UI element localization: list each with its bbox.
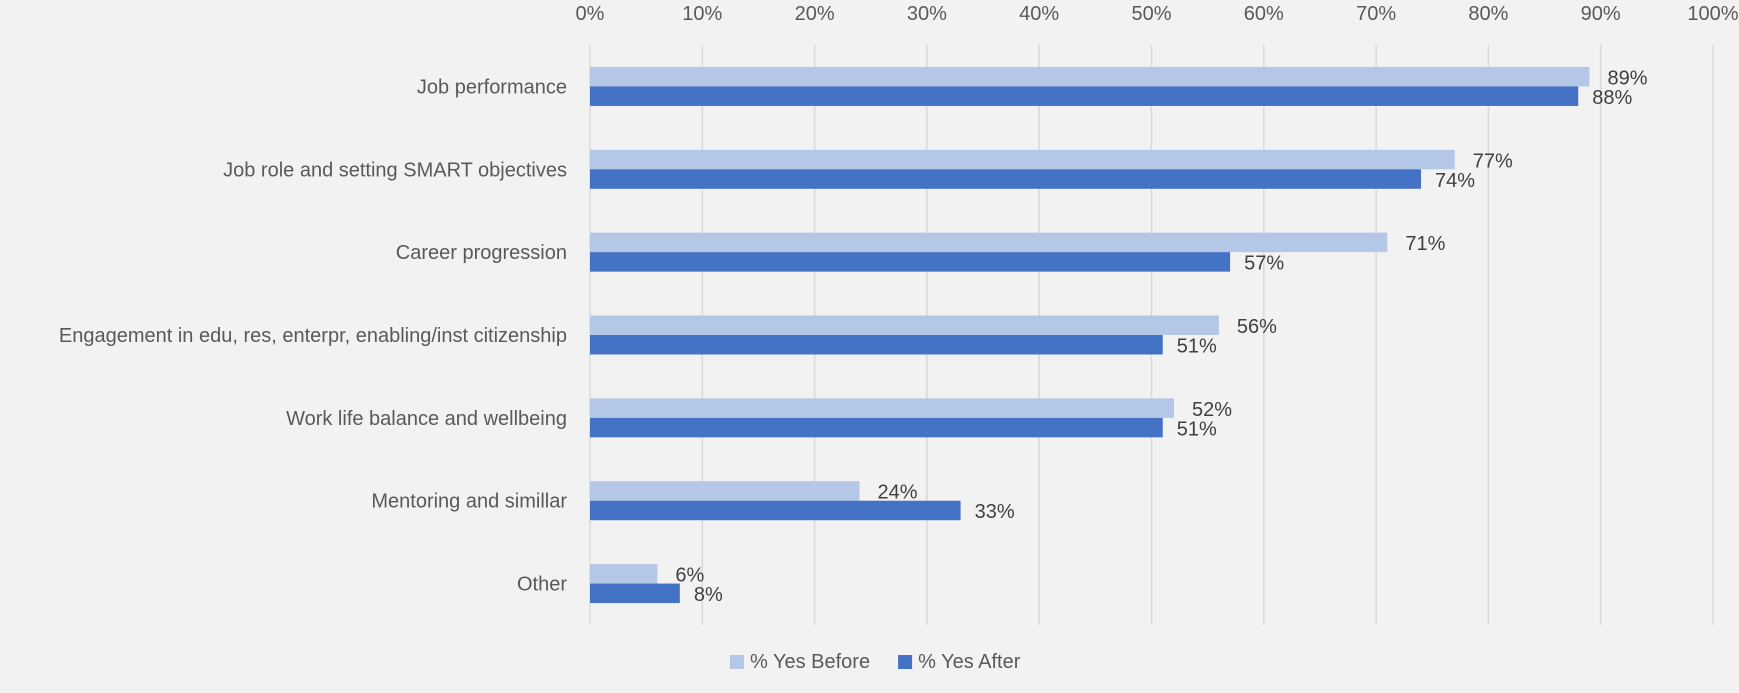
- data-label: 74%: [1435, 170, 1475, 192]
- data-label: 89%: [1607, 67, 1647, 89]
- x-tick-label: 10%: [682, 3, 722, 25]
- bar: [590, 232, 1388, 253]
- bar: [590, 583, 680, 604]
- bar: [590, 252, 1231, 272]
- category-label: Engagement in edu, res, enterpr, enablin…: [59, 325, 567, 347]
- data-label: 6%: [675, 565, 704, 587]
- bar: [590, 315, 1219, 335]
- bar: [590, 564, 658, 584]
- data-label: 8%: [694, 584, 723, 606]
- bar: [590, 398, 1174, 418]
- bar: [590, 66, 1590, 87]
- legend-swatch: [898, 655, 913, 669]
- x-tick-label: 20%: [795, 3, 835, 25]
- x-tick-label: 60%: [1244, 3, 1284, 25]
- data-label: 51%: [1177, 336, 1217, 358]
- legend-swatch: [730, 655, 744, 669]
- category-label: Work life balance and wellbeing: [286, 408, 567, 430]
- x-tick-label: 50%: [1131, 3, 1171, 25]
- data-label: 57%: [1244, 253, 1284, 275]
- x-tick-label: 70%: [1356, 3, 1396, 25]
- x-tick-label: 90%: [1581, 3, 1621, 25]
- bar: [590, 335, 1163, 355]
- category-label: Job role and setting SMART objectives: [223, 159, 567, 181]
- legend: % Yes Before % Yes After: [730, 651, 1021, 673]
- data-label: 52%: [1192, 399, 1232, 421]
- bar: [590, 169, 1422, 189]
- data-label: 33%: [975, 501, 1015, 523]
- data-label: 77%: [1473, 150, 1513, 172]
- bar: [590, 500, 961, 521]
- data-labels: 89%88%77%74%71%57%56%51%52%51%24%33%6%8%: [675, 67, 1647, 606]
- legend-label: % Yes Before: [750, 651, 870, 673]
- data-label: 71%: [1405, 233, 1445, 255]
- bars: [590, 66, 1590, 604]
- x-axis-ticks: 0% 10% 20% 30% 40% 50% 60% 70% 80% 90% 100%: [576, 3, 1739, 25]
- category-label: Job performance: [417, 76, 567, 98]
- x-tick-label: 0%: [576, 3, 605, 25]
- data-label: 51%: [1177, 418, 1217, 440]
- x-tick-label: 100%: [1687, 3, 1738, 25]
- category-labels: Job performance Job role and setting SMAR…: [59, 76, 567, 595]
- legend-label: % Yes After: [918, 651, 1021, 673]
- x-tick-label: 40%: [1019, 3, 1059, 25]
- category-label: Career progression: [396, 242, 567, 264]
- bar: [590, 481, 860, 501]
- data-label: 24%: [878, 482, 918, 504]
- bar: [590, 417, 1163, 438]
- category-label: Mentoring and simillar: [371, 491, 567, 513]
- category-label: Other: [517, 574, 567, 596]
- data-label: 56%: [1237, 316, 1277, 338]
- data-label: 88%: [1592, 87, 1632, 109]
- bar: [590, 86, 1579, 106]
- x-tick-label: 80%: [1468, 3, 1508, 25]
- x-tick-label: 30%: [907, 3, 947, 25]
- bar: [590, 149, 1455, 170]
